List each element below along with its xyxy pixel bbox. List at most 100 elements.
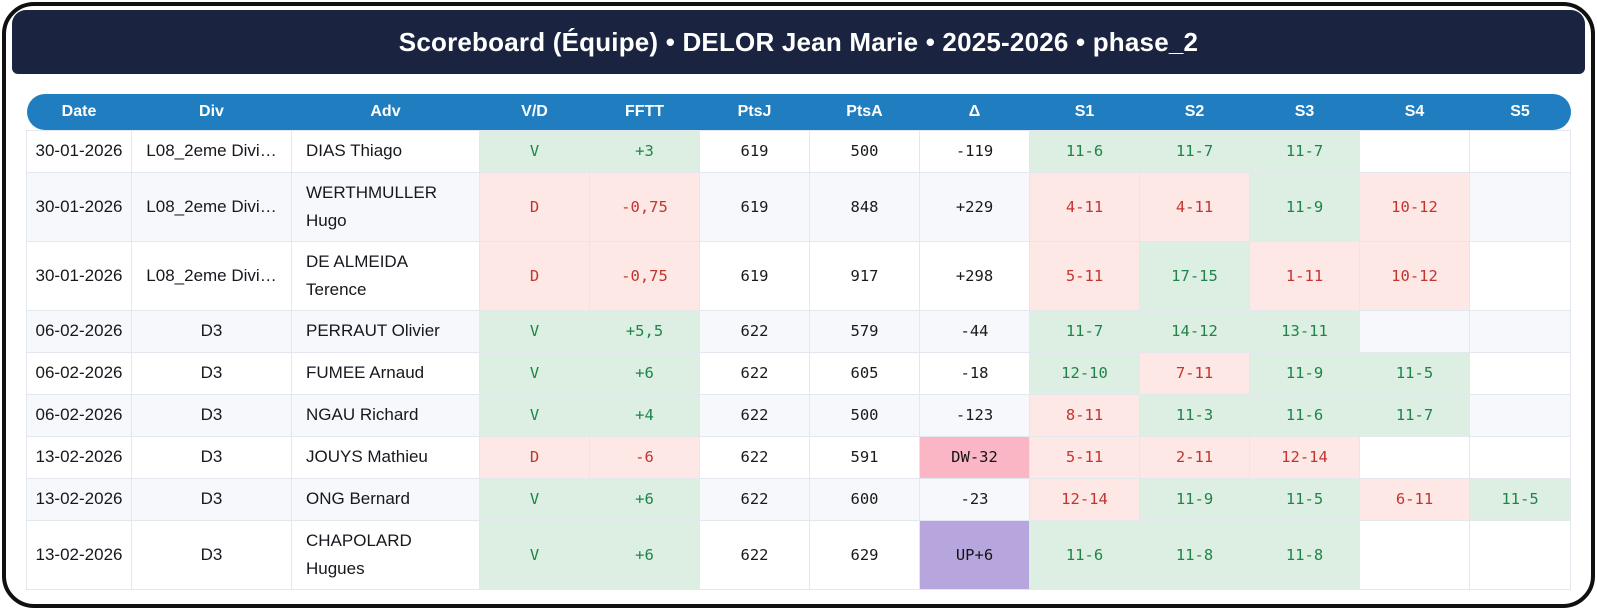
column-header-s1: S1	[1029, 94, 1140, 130]
cell-delta: -44	[919, 309, 1030, 353]
column-header-fftt: FFTT	[589, 94, 700, 130]
cell-date: 06-02-2026	[26, 309, 132, 353]
table-row: 30-01-2026 L08_2eme Divi… DE ALMEIDA Teren…	[26, 240, 1571, 311]
cell-set-s1: 12-14	[1029, 477, 1140, 521]
column-header-s2: S2	[1139, 94, 1250, 130]
cell-set-s3: 11-9	[1249, 351, 1360, 395]
cell-div: L08_2eme Divi…	[131, 171, 292, 242]
cell-delta: -23	[919, 477, 1030, 521]
cell-set-s5	[1469, 129, 1571, 173]
cell-delta: +298	[919, 240, 1030, 311]
cell-date: 06-02-2026	[26, 351, 132, 395]
cell-adv: CHAPOLARD Hugues	[291, 519, 480, 590]
cell-fftt: +4	[589, 393, 700, 437]
column-header-s3: S3	[1249, 94, 1360, 130]
cell-div: D3	[131, 309, 292, 353]
cell-ptsj: 622	[699, 435, 810, 479]
cell-div: D3	[131, 435, 292, 479]
table-row: 13-02-2026 D3 JOUYS Mathieu D -6 622 591 DW-32 5…	[26, 435, 1571, 479]
cell-set-s5	[1469, 171, 1571, 242]
cell-ptsj: 619	[699, 129, 810, 173]
cell-set-s1: 11-7	[1029, 309, 1140, 353]
cell-div: D3	[131, 477, 292, 521]
cell-set-s3: 1-11	[1249, 240, 1360, 311]
cell-div: D3	[131, 519, 292, 590]
cell-ptsa: 579	[809, 309, 920, 353]
column-header-ptsj: PtsJ	[699, 94, 810, 130]
cell-set-s2: 11-8	[1139, 519, 1250, 590]
table-row: 13-02-2026 D3 CHAPOLARD Hugues V +6 622 629 UP+…	[26, 519, 1571, 590]
cell-date: 13-02-2026	[26, 477, 132, 521]
cell-fftt: -0,75	[589, 171, 700, 242]
table-row: 30-01-2026 L08_2eme Divi… WERTHMULLER Hugo…	[26, 171, 1571, 242]
cell-set-s2: 11-7	[1139, 129, 1250, 173]
cell-adv: ONG Bernard	[291, 477, 480, 521]
cell-fftt: +5,5	[589, 309, 700, 353]
cell-set-s2: 11-9	[1139, 477, 1250, 521]
column-header-div: Div	[131, 94, 292, 130]
cell-ptsj: 622	[699, 477, 810, 521]
cell-set-s4: 10-12	[1359, 171, 1470, 242]
cell-vd: D	[479, 240, 590, 311]
cell-set-s1: 12-10	[1029, 351, 1140, 395]
cell-delta: UP+6	[919, 519, 1030, 590]
cell-ptsa: 848	[809, 171, 920, 242]
cell-fftt: +6	[589, 351, 700, 395]
cell-date: 13-02-2026	[26, 435, 132, 479]
cell-date: 13-02-2026	[26, 519, 132, 590]
cell-set-s2: 14-12	[1139, 309, 1250, 353]
cell-fftt: -6	[589, 435, 700, 479]
cell-ptsa: 605	[809, 351, 920, 395]
cell-set-s3: 11-6	[1249, 393, 1360, 437]
cell-set-s3: 13-11	[1249, 309, 1360, 353]
cell-date: 30-01-2026	[26, 129, 132, 173]
cell-set-s4	[1359, 519, 1470, 590]
table-body: 30-01-2026 L08_2eme Divi… DIAS Thiago V +3 61…	[26, 129, 1571, 590]
cell-set-s5	[1469, 393, 1571, 437]
cell-set-s3: 11-5	[1249, 477, 1360, 521]
cell-set-s4: 6-11	[1359, 477, 1470, 521]
cell-fftt: +6	[589, 477, 700, 521]
cell-set-s2: 7-11	[1139, 351, 1250, 395]
cell-vd: V	[479, 477, 590, 521]
cell-set-s3: 12-14	[1249, 435, 1360, 479]
cell-set-s1: 5-11	[1029, 435, 1140, 479]
cell-adv: FUMEE Arnaud	[291, 351, 480, 395]
cell-div: D3	[131, 351, 292, 395]
cell-set-s5	[1469, 519, 1571, 590]
cell-adv: JOUYS Mathieu	[291, 435, 480, 479]
cell-set-s4: 11-7	[1359, 393, 1470, 437]
column-header-delta: Δ	[919, 94, 1030, 130]
cell-set-s4	[1359, 309, 1470, 353]
cell-ptsa: 500	[809, 393, 920, 437]
cell-set-s5: 11-5	[1469, 477, 1571, 521]
cell-set-s2: 17-15	[1139, 240, 1250, 311]
column-header-vd: V/D	[479, 94, 590, 130]
cell-ptsa: 917	[809, 240, 920, 311]
page-title: Scoreboard (Équipe) • DELOR Jean Marie •…	[398, 26, 1199, 57]
cell-set-s4: 11-5	[1359, 351, 1470, 395]
cell-vd: V	[479, 351, 590, 395]
cell-delta: -18	[919, 351, 1030, 395]
cell-ptsa: 591	[809, 435, 920, 479]
cell-fftt: +3	[589, 129, 700, 173]
table-row: 06-02-2026 D3 FUMEE Arnaud V +6 622 605 -18 12-1…	[26, 351, 1571, 395]
cell-vd: V	[479, 519, 590, 590]
cell-ptsj: 619	[699, 240, 810, 311]
cell-set-s5	[1469, 309, 1571, 353]
cell-ptsa: 629	[809, 519, 920, 590]
cell-vd: D	[479, 171, 590, 242]
table-row: 06-02-2026 D3 PERRAUT Olivier V +5,5 622 579 -4…	[26, 309, 1571, 353]
cell-set-s2: 2-11	[1139, 435, 1250, 479]
cell-ptsa: 500	[809, 129, 920, 173]
cell-adv: PERRAUT Olivier	[291, 309, 480, 353]
cell-set-s3: 11-9	[1249, 171, 1360, 242]
table-row: 13-02-2026 D3 ONG Bernard V +6 622 600 -23 12-14…	[26, 477, 1571, 521]
cell-div: L08_2eme Divi…	[131, 129, 292, 173]
cell-ptsj: 622	[699, 351, 810, 395]
cell-ptsj: 619	[699, 171, 810, 242]
cell-set-s5	[1469, 351, 1571, 395]
cell-ptsa: 600	[809, 477, 920, 521]
cell-ptsj: 622	[699, 519, 810, 590]
cell-ptsj: 622	[699, 393, 810, 437]
